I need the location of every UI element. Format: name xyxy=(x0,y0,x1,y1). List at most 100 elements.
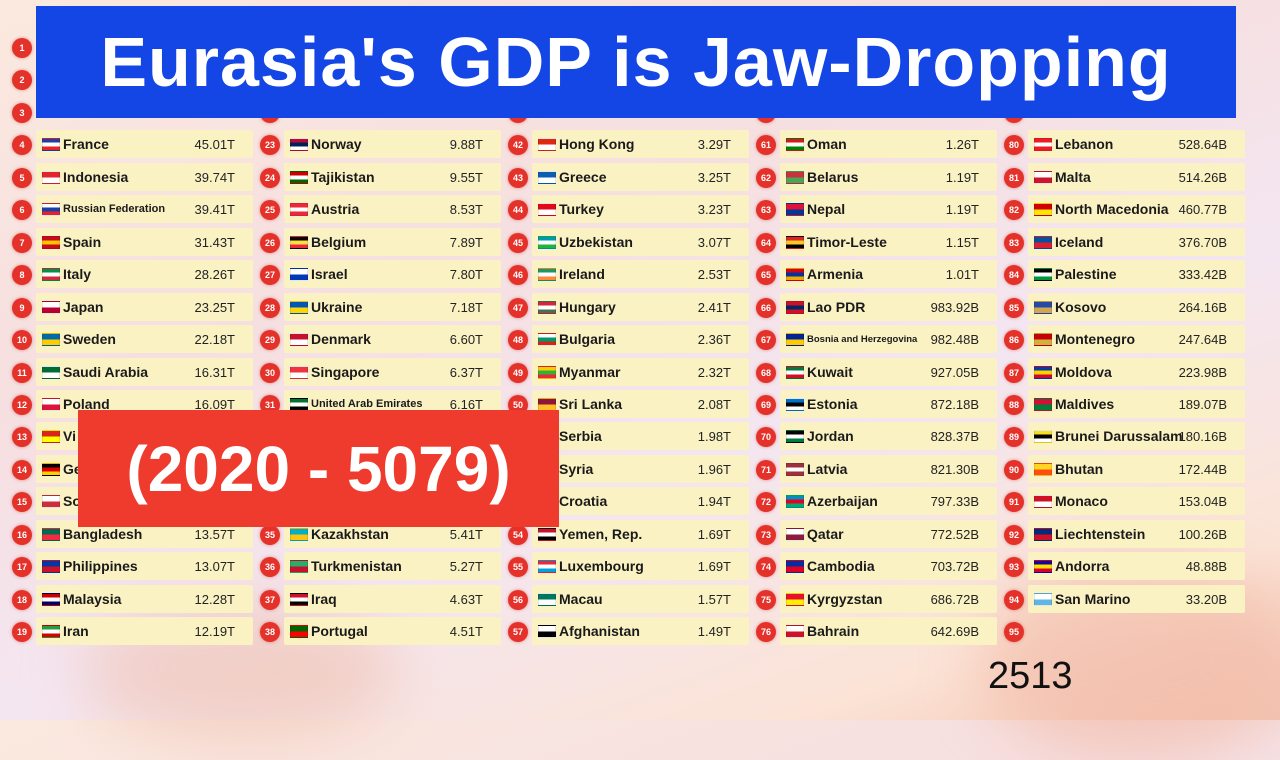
gdp-value: 983.92B xyxy=(930,300,979,315)
gdp-value: 6.37T xyxy=(449,365,483,380)
rank-badge: 56 xyxy=(508,590,528,610)
country-name: Palestine xyxy=(1055,266,1117,282)
country-flag-icon xyxy=(42,138,60,151)
country-name: Russian Federation xyxy=(63,203,166,215)
country-flag-icon xyxy=(786,236,804,249)
gdp-value: 12.19T xyxy=(194,624,235,639)
country-flag-icon xyxy=(786,430,804,443)
country-flag-icon xyxy=(538,625,556,638)
country-name: Timor-Leste xyxy=(807,234,887,250)
rank-badge: 63 xyxy=(756,200,776,220)
country-name: Hungary xyxy=(559,299,616,315)
rank-badge: 73 xyxy=(756,525,776,545)
country-name: Latvia xyxy=(807,461,848,477)
country-flag-icon xyxy=(290,203,308,216)
rank-badge: 47 xyxy=(508,298,528,318)
table-row: Cambodia 703.72B xyxy=(780,552,997,580)
country-flag-icon xyxy=(42,203,60,216)
gdp-value: 772.52B xyxy=(930,527,979,542)
rank-badge: 13 xyxy=(12,427,32,447)
rank-badge: 36 xyxy=(260,557,280,577)
country-name: Yemen, Rep. xyxy=(559,526,643,542)
country-flag-icon xyxy=(1034,171,1052,184)
table-row: Oman 1.26T xyxy=(780,130,997,158)
country-name: Brunei Darussalam xyxy=(1055,428,1183,444)
table-row: Belgium 7.89T xyxy=(284,228,501,256)
country-name: Denmark xyxy=(311,331,371,347)
country-flag-icon xyxy=(1034,560,1052,573)
rank-badge: 48 xyxy=(508,330,528,350)
country-name: Andorra xyxy=(1055,558,1110,574)
country-name: Israel xyxy=(311,266,348,282)
table-row: Kyrgyzstan 686.72B xyxy=(780,585,997,613)
country-name: Turkey xyxy=(559,201,604,217)
country-name: Norway xyxy=(311,136,362,152)
country-name: United Arab Emirates xyxy=(311,398,423,410)
country-name: Bangladesh xyxy=(63,526,143,542)
gdp-value: 33.20B xyxy=(1185,592,1227,607)
table-row: Macau 1.57T xyxy=(532,585,749,613)
table-row: Norway 9.88T xyxy=(284,130,501,158)
rank-badge: 68 xyxy=(756,363,776,383)
country-flag-icon xyxy=(538,528,556,541)
gdp-value: 1.69T xyxy=(697,527,731,542)
table-row: Saudi Arabia 16.31T xyxy=(36,358,253,386)
country-flag-icon xyxy=(538,268,556,281)
country-name: Qatar xyxy=(807,526,844,542)
table-row: Italy 28.26T xyxy=(36,260,253,288)
gdp-value: 1.96T xyxy=(697,462,731,477)
country-name: Saudi Arabia xyxy=(63,364,149,380)
table-row: Monaco 153.04B xyxy=(1028,487,1245,515)
rank-badge: 49 xyxy=(508,363,528,383)
gdp-value: 9.55T xyxy=(449,170,483,185)
country-flag-icon xyxy=(290,236,308,249)
gdp-value: 2.08T xyxy=(697,397,731,412)
table-row: Uzbekistan 3.07T xyxy=(532,228,749,256)
rank-badge: 3 xyxy=(12,103,32,123)
country-name: Iraq xyxy=(311,591,337,607)
country-name: Moldova xyxy=(1055,364,1112,380)
gdp-value: 5.27T xyxy=(449,559,483,574)
gdp-value: 1.57T xyxy=(697,592,731,607)
rank-badge: 74 xyxy=(756,557,776,577)
gdp-value: 3.29T xyxy=(697,137,731,152)
country-flag-icon xyxy=(290,333,308,346)
rank-badge: 69 xyxy=(756,395,776,415)
country-name: So xyxy=(63,493,81,509)
country-name: Croatia xyxy=(559,493,608,509)
rank-badge: 86 xyxy=(1004,330,1024,350)
country-name: Maldives xyxy=(1055,396,1115,412)
gdp-value: 927.05B xyxy=(930,365,979,380)
country-flag-icon xyxy=(1034,366,1052,379)
gdp-value: 39.41T xyxy=(194,202,235,217)
rank-badge: 72 xyxy=(756,492,776,512)
rank-badge: 25 xyxy=(260,200,280,220)
table-row: Malta 514.26B xyxy=(1028,163,1245,191)
country-name: Belgium xyxy=(311,234,367,250)
country-name: Ukraine xyxy=(311,299,363,315)
country-flag-icon xyxy=(786,495,804,508)
country-name: Uzbekistan xyxy=(559,234,633,250)
table-row: Spain 31.43T xyxy=(36,228,253,256)
country-flag-icon xyxy=(42,463,60,476)
country-flag-icon xyxy=(538,203,556,216)
gdp-value: 4.63T xyxy=(449,592,483,607)
rank-badge: 65 xyxy=(756,265,776,285)
country-flag-icon xyxy=(538,560,556,573)
country-flag-icon xyxy=(1034,495,1052,508)
country-name: Indonesia xyxy=(63,169,129,185)
country-name: Serbia xyxy=(559,428,602,444)
country-name: Montenegro xyxy=(1055,331,1136,347)
table-row: Philippines 13.07T xyxy=(36,552,253,580)
country-flag-icon xyxy=(42,236,60,249)
rank-badge: 66 xyxy=(756,298,776,318)
rank-badge: 91 xyxy=(1004,492,1024,512)
country-flag-icon xyxy=(786,333,804,346)
rank-badge: 64 xyxy=(756,233,776,253)
table-row: Bulgaria 2.36T xyxy=(532,325,749,353)
rank-badge: 30 xyxy=(260,363,280,383)
rank-badge: 94 xyxy=(1004,590,1024,610)
gdp-value: 13.07T xyxy=(194,559,235,574)
table-row: Iraq 4.63T xyxy=(284,585,501,613)
table-row: Afghanistan 1.49T xyxy=(532,617,749,645)
